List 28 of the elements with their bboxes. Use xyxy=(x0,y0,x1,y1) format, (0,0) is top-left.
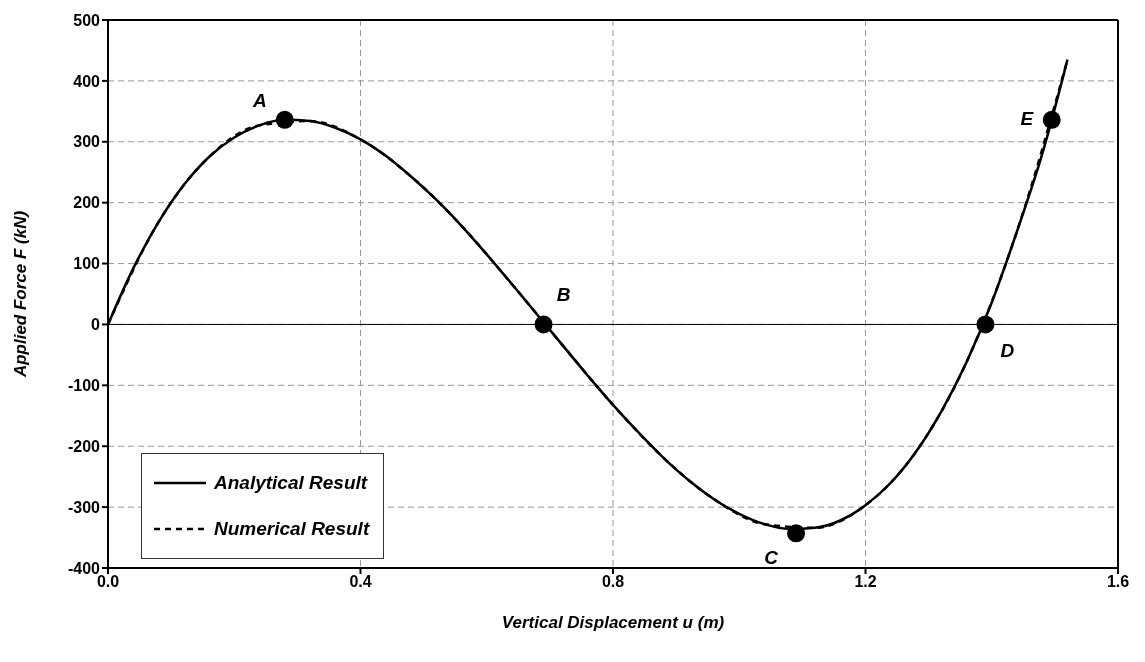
x-tick-label: 1.6 xyxy=(1106,573,1130,591)
legend-label: Numerical Result xyxy=(214,518,370,540)
y-axis-title: Applied Force F (kN) xyxy=(11,210,31,379)
x-tick-label: 0.4 xyxy=(349,573,372,591)
annotation: A xyxy=(251,89,267,111)
x-tick-label: 0.0 xyxy=(96,573,120,591)
legend-label: Analytical Result xyxy=(214,472,368,494)
y-tick-label: -300 xyxy=(67,498,101,516)
point xyxy=(534,315,553,334)
point xyxy=(976,315,995,334)
y-tick-label: 500 xyxy=(73,11,101,29)
y-tick-label: -100 xyxy=(67,377,101,395)
x-tick-label: 0.8 xyxy=(601,573,625,591)
point xyxy=(275,110,294,129)
y-tick-label: 100 xyxy=(73,255,101,273)
point xyxy=(787,524,806,543)
annotation: C xyxy=(764,547,779,569)
x-tick-label: 1.2 xyxy=(854,573,877,591)
annotation: B xyxy=(556,284,571,306)
y-tick-label: -200 xyxy=(67,437,101,455)
y-tick-label: 200 xyxy=(73,194,101,212)
x-axis-title: Vertical Displacement u (m) xyxy=(501,613,725,632)
y-tick-label: 0 xyxy=(91,316,101,334)
y-tick-label: 300 xyxy=(73,133,101,151)
annotation: D xyxy=(1000,340,1015,362)
annotation: E xyxy=(1020,107,1035,129)
point xyxy=(1042,110,1061,129)
y-tick-label: 400 xyxy=(73,72,101,90)
